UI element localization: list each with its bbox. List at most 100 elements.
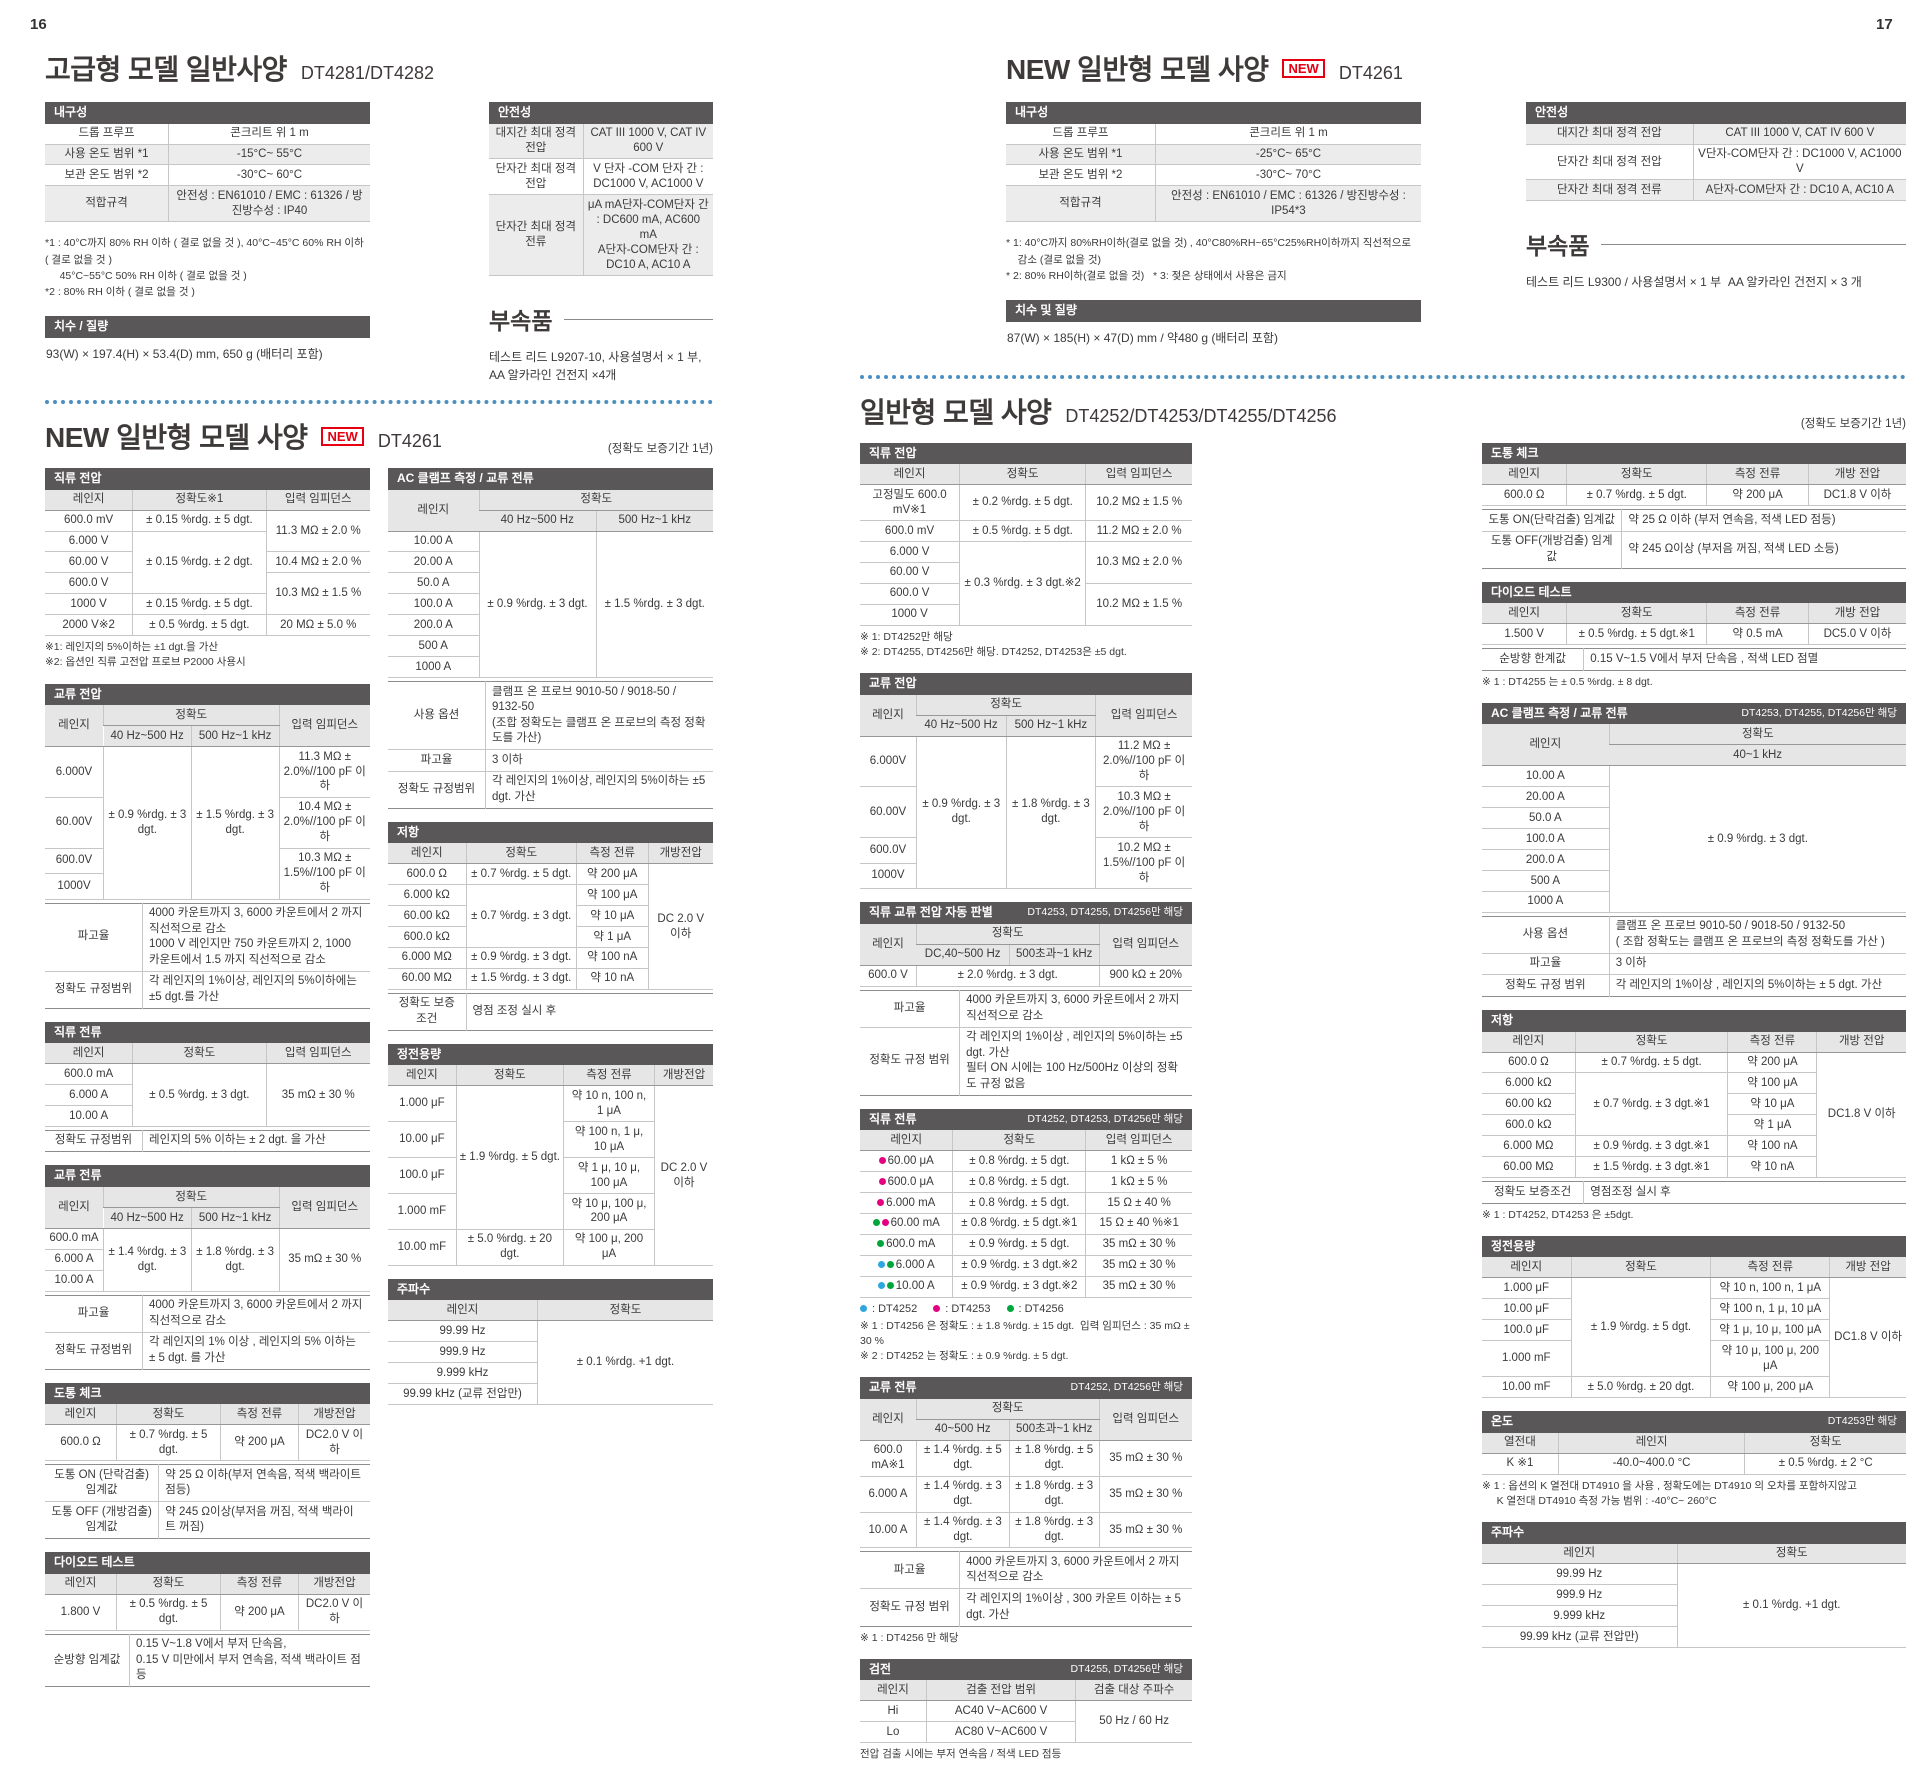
accessories-title: 부속품 bbox=[1526, 227, 1906, 261]
cell-text: 약 100 nA bbox=[587, 951, 638, 964]
header-row: 레인지 정확도※1 입력 임피던스 bbox=[45, 489, 370, 511]
voltage-detector-table: 검전 DT4255, DT4256만 해당 레인지 검출 전압 범위 검출 대상 주파수… bbox=[860, 1658, 1192, 1763]
table-title: 도통 체크 bbox=[1491, 445, 1539, 460]
table-cell: 60.00 MΩ bbox=[1482, 1156, 1576, 1179]
kv-label: 정확도 규정범위 bbox=[388, 771, 486, 809]
cell-text: 60.00 MΩ bbox=[401, 972, 452, 985]
table-cell: 999.9 Hz bbox=[388, 1341, 538, 1364]
kv-label: 도통 ON(단락검출) 임계값 bbox=[1482, 509, 1623, 532]
table-cell: ± 1.8 %rdg. ± 3 dgt. bbox=[190, 1228, 279, 1292]
kv-value: 각 레인지의 1%이상, 레인지의 5%이하에는 ±5 dgt.를 가산 bbox=[149, 975, 357, 1003]
kv-label: 정확도 규정 범위 bbox=[860, 1027, 961, 1096]
series-dot-pink bbox=[878, 1156, 886, 1164]
cell-text: 500 A bbox=[1530, 874, 1561, 887]
cell-text: 10.00 mF bbox=[397, 1240, 447, 1253]
table-row: 60.00V 10.4 MΩ ± 2.0%//100 pF 이하 bbox=[45, 797, 370, 849]
table-title-bar: 저항 bbox=[388, 821, 713, 844]
kv-table: 정확도 규정범위 레인지의 5% 이하는 ± 2 dgt. 을 가산 bbox=[45, 1129, 370, 1153]
left-lower-model: DT4261 bbox=[377, 431, 442, 452]
cell-text: 약 1 μ, 10 μ, 100 μA bbox=[577, 1161, 641, 1189]
header-row: 레인지 정확도 측정 전류 개방 전압 bbox=[1482, 603, 1906, 625]
column-header: 정확도 bbox=[116, 1573, 221, 1595]
table-cell: 약 10 nA bbox=[576, 968, 648, 990]
kv-label: 순방향 임계값 bbox=[45, 1634, 130, 1687]
header-row: 레인지 정확도 bbox=[1482, 1543, 1906, 1565]
cell-text: 1000 A bbox=[415, 660, 452, 673]
table-cell: 35 mΩ ± 30 % bbox=[1085, 1234, 1192, 1256]
table-row: 대지간 최대 정격전압 CAT III 1000 V, CAT IV 600 V bbox=[489, 123, 713, 160]
cell-text: ± 0.9 %rdg. ± 3 dgt.※2 bbox=[961, 1280, 1078, 1293]
kv-table: 파고율 4000 카운트까지 3, 6000 카운트에서 2 까지 직선적으로 감… bbox=[45, 1294, 370, 1370]
kv-label: 파고율 bbox=[388, 749, 486, 772]
table-cell: ± 1.9 %rdg. ± 5 dgt. bbox=[1570, 1277, 1711, 1378]
cell-text: 500 Hz~1 kHz bbox=[1014, 719, 1088, 732]
cell-text: 정확도 bbox=[1620, 606, 1653, 619]
cell-text: 적합규격 bbox=[1059, 197, 1102, 210]
spec-table-grid: 드롭 프루프 콘크리트 위 1 m 사용 온도 범위 *1 -15°C~ 55°C 보관… bbox=[45, 123, 370, 223]
cell-text: 500 Hz~1 kHz bbox=[198, 729, 272, 742]
kv-value: 4000 카운트까지 3, 6000 카운트에서 2 까지 직선적으로 감소 10… bbox=[142, 903, 370, 972]
cell-text: 10.2 MΩ ± 1.5 % bbox=[1096, 496, 1183, 509]
cell-text: 측정 전류 bbox=[236, 1577, 283, 1590]
cell-text: 600.0 V bbox=[68, 576, 109, 589]
table-cell: 50 Hz / 60 Hz bbox=[1075, 1700, 1192, 1744]
table-row: 대지간 최대 정격 전압 CAT III 1000 V, CAT IV 600 V bbox=[1526, 123, 1906, 145]
cell-text: -15°C~ 55°C bbox=[236, 148, 303, 161]
table-cell: 50.0 A bbox=[388, 572, 479, 595]
table-cell: 600.0 Ω bbox=[388, 863, 466, 886]
cell-text: 약 10 μA bbox=[590, 909, 635, 922]
series-dot-pink bbox=[881, 1219, 889, 1227]
table-cell: 단자간 최대 정격전압 bbox=[489, 158, 584, 196]
column-header: 레인지 bbox=[45, 1573, 117, 1595]
cell-text: 측정 전류 bbox=[1747, 1260, 1794, 1273]
accessories-title: 부속품 bbox=[489, 302, 713, 336]
table-cell: ± 0.8 %rdg. ± 5 dgt. bbox=[952, 1192, 1086, 1214]
ac-clamp-table: AC 클램프 측정 / 교류 전류 DT4253, DT4255, DT4256만… bbox=[1482, 702, 1906, 997]
cell-text: ± 1.5 %rdg. ± 3 dgt. bbox=[196, 808, 275, 836]
table-cell: DC2.0 V 이하 bbox=[298, 1424, 370, 1462]
table-cell: 약 200 μA bbox=[1727, 1052, 1817, 1074]
spec-table-grid: 레인지 정확도 입력 임피던스 40~500 Hz 500초과~1 kHz 600.0 m… bbox=[860, 1398, 1192, 1549]
cell-text: 입력 임피던스 bbox=[284, 1046, 352, 1059]
kv-value: 약 245 Ω이상 (부저음 꺼짐, 적색 LED 소등) bbox=[1628, 542, 1839, 555]
table-cell: 1000 V bbox=[860, 604, 960, 626]
cell-text: 1000 V bbox=[70, 597, 107, 610]
spec-table-grid: 레인지 검출 전압 범위 검출 대상 주파수 Hi AC40 V~AC600 V 50 H… bbox=[860, 1680, 1192, 1744]
cell-text: 레인지 bbox=[410, 846, 443, 859]
cell-text: 99.99 kHz (교류 전압만) bbox=[403, 1387, 522, 1400]
right-top-col-1: 내구성 드롭 프루프 콘크리트 위 1 m 사용 온도 범위 *1 -25°C~ 65°… bbox=[1006, 102, 1421, 359]
table-cell: 1.000 μF bbox=[1482, 1277, 1572, 1300]
legend-label: : DT4256 bbox=[1018, 1302, 1064, 1315]
cell-text: 1000 A bbox=[1527, 895, 1564, 908]
column-header: 정확도 bbox=[959, 464, 1086, 486]
table-cell: ± 1.4 %rdg. ± 3 dgt. bbox=[103, 1228, 192, 1292]
cell-text: ± 0.9 %rdg. ± 3 dgt. bbox=[1707, 832, 1808, 845]
kv-row: 순방향 한계값 0.15 V~1.5 V에서 부저 단속음 , 적색 LED 점멸 bbox=[1482, 648, 1906, 671]
cell-text: ± 0.15 %rdg. ± 5 dgt. bbox=[146, 514, 253, 527]
table-cell: ± 0.5 %rdg. ± 5 dgt. bbox=[959, 520, 1086, 543]
table-title: 치수 및 질량 bbox=[1015, 303, 1077, 318]
column-header: 500 Hz~1 kHz bbox=[190, 725, 279, 748]
column-header: 개방전압 bbox=[298, 1573, 370, 1595]
table-row: 600.0V 10.3 MΩ ± 1.5%//100 pF 이하 bbox=[45, 848, 370, 900]
table-title-note: DT4253, DT4255, DT4256만 해당 bbox=[1027, 906, 1183, 919]
cell-text: 6.000V bbox=[869, 755, 907, 768]
right-lower-title-row: 일반형 모델 사양 DT4252/DT4253/DT4255/DT4256 (정… bbox=[860, 391, 1906, 431]
column-header: 측정 전류 bbox=[1727, 1031, 1817, 1053]
cell-text: ± 0.9 %rdg. ± 3 dgt. bbox=[108, 808, 187, 836]
dc-voltage-table: 직류 전압 레인지 정확도※1 입력 임피던스 600.0 mV ± 0.15 %rdg.… bbox=[45, 468, 370, 671]
table-cell: ± 0.3 %rdg. ± 3 dgt.※2 bbox=[959, 541, 1086, 626]
cell-text: 레인지 bbox=[872, 1412, 904, 1425]
right-lower-cols: 직류 전압 레인지 정확도 입력 임피던스 고정밀도 600.0 mV※1 ± 0.2 %… bbox=[860, 442, 1906, 1775]
column-header: 500 Hz~1 kHz bbox=[1005, 715, 1096, 737]
column-header: 레인지 bbox=[388, 1065, 457, 1087]
cell-text: 6.000 kΩ bbox=[1505, 1076, 1552, 1089]
kv-value: 영점조정 실시 후 bbox=[1590, 1185, 1671, 1198]
kv-row: 정확도 규정범위 각 레인지의 1% 이상 , 레인지의 5% 이하는 ± 5 d… bbox=[45, 1332, 370, 1370]
table-cell: 약 100 μA bbox=[576, 884, 648, 907]
cell-text: 60.00 μA bbox=[887, 1154, 934, 1167]
cell-text: 약 10 nA bbox=[1750, 1160, 1795, 1173]
table-cell: DC 2.0 V 이하 bbox=[654, 1085, 713, 1266]
table-cell: 약 100 μ, 200 μA bbox=[563, 1229, 655, 1266]
new-badge: NEW bbox=[321, 426, 364, 446]
